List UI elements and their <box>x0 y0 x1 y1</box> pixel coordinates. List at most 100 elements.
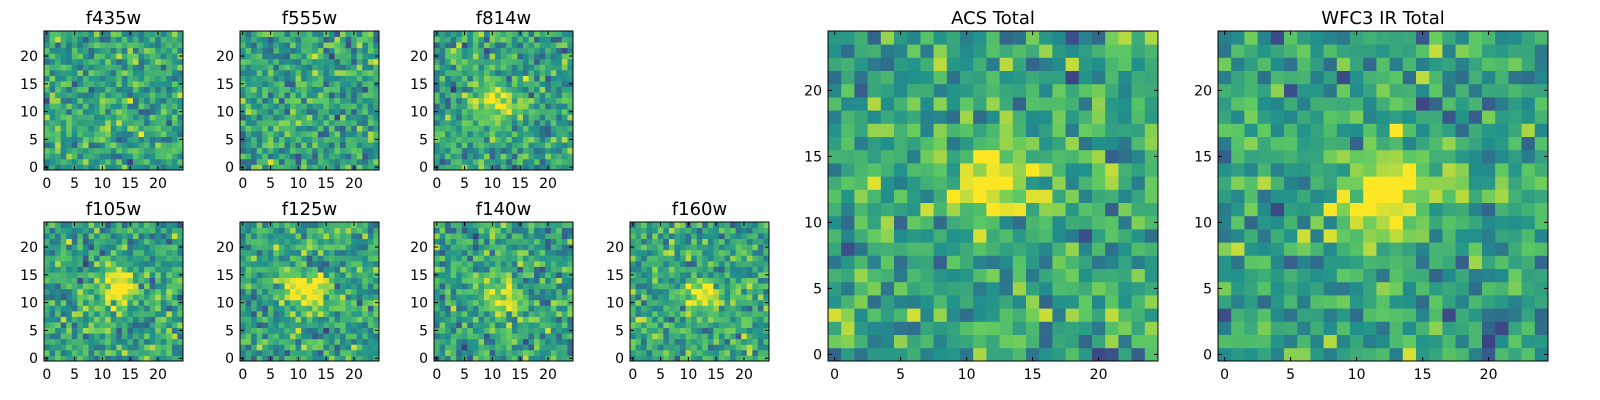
heatmap-cell <box>110 53 117 60</box>
heatmap-cell <box>306 64 313 71</box>
heatmap-cell <box>880 215 895 230</box>
heatmap-cell <box>1131 242 1146 256</box>
heatmap-cell <box>138 164 145 171</box>
heatmap-cell <box>556 86 563 93</box>
heatmap-cell <box>82 42 89 49</box>
heatmap-cell <box>328 136 335 143</box>
heatmap-cell <box>367 322 374 329</box>
heatmap-cell <box>472 272 479 278</box>
heatmap-cell <box>345 305 352 312</box>
heatmap-cell <box>267 108 274 115</box>
heatmap-cell <box>657 305 664 312</box>
heatmap-cell <box>373 125 380 132</box>
heatmap-cell <box>110 92 117 99</box>
heatmap-cell <box>166 47 173 54</box>
heatmap-cell <box>999 229 1014 243</box>
heatmap-cell <box>506 338 513 345</box>
heatmap-cell <box>295 147 302 154</box>
heatmap-cell <box>495 355 502 362</box>
heatmap-cell <box>456 53 463 60</box>
heatmap-cell <box>1039 308 1053 322</box>
heatmap-cell <box>155 142 162 149</box>
heatmap-cell <box>245 36 252 43</box>
heatmap-cell <box>1052 255 1066 269</box>
heatmap-cell <box>668 255 675 262</box>
heatmap-cell <box>312 272 319 278</box>
heatmap-cell <box>450 349 457 356</box>
heatmap-cell <box>121 69 128 76</box>
heatmap-cell <box>290 53 296 60</box>
heatmap-cell <box>82 238 89 245</box>
heatmap-cell <box>556 222 563 228</box>
heatmap-cell <box>674 222 681 228</box>
heatmap-cell <box>752 222 759 228</box>
heatmap-cell <box>685 299 692 306</box>
heatmap-cell <box>752 322 759 329</box>
heatmap-cell <box>132 310 139 317</box>
heatmap-cell <box>841 242 855 256</box>
heatmap-cell <box>138 64 145 71</box>
heatmap-cell <box>88 333 95 340</box>
heatmap-cell <box>735 355 742 362</box>
heatmap-cell <box>312 31 319 37</box>
heatmap-cell <box>323 255 330 262</box>
heatmap-cell <box>240 47 246 54</box>
heatmap-cell <box>256 238 263 245</box>
heatmap-cell <box>356 81 363 87</box>
heatmap-cell <box>439 327 446 334</box>
heatmap-cell <box>456 255 463 262</box>
heatmap-cell <box>60 249 67 256</box>
heatmap-cell <box>345 136 352 143</box>
heatmap-cell <box>127 244 134 251</box>
heatmap-cell <box>110 338 117 345</box>
heatmap-cell <box>340 58 347 65</box>
heatmap-cell <box>1105 215 1119 230</box>
heatmap-cell <box>920 295 934 309</box>
heatmap-cell <box>445 69 452 76</box>
heatmap-cell <box>724 322 731 329</box>
heatmap-cell <box>674 327 681 334</box>
heatmap-cell <box>528 244 535 251</box>
heatmap-cell <box>55 283 62 290</box>
heatmap-cell <box>894 255 908 269</box>
heatmap-cell <box>489 272 496 278</box>
heatmap-cell <box>71 294 78 301</box>
heatmap-cell <box>345 42 352 49</box>
heatmap-cell <box>256 305 263 312</box>
heatmap-cell <box>144 47 151 54</box>
heatmap-cell <box>1052 202 1066 217</box>
heatmap-cell <box>478 327 485 334</box>
heatmap-cell <box>267 153 274 160</box>
heatmap-cell <box>528 272 535 278</box>
heatmap-cell <box>933 189 948 203</box>
heatmap-cell <box>439 131 446 138</box>
heatmap-cell <box>262 277 269 284</box>
heatmap-cell <box>49 299 56 306</box>
heatmap-cell <box>434 36 440 43</box>
heatmap-cell <box>467 97 474 104</box>
heatmap-cell <box>278 92 285 99</box>
heatmap-cell <box>301 58 308 65</box>
heatmap-cell <box>66 344 73 351</box>
heatmap-cell <box>177 131 184 138</box>
heatmap-cell <box>450 158 457 165</box>
axes-frame <box>433 221 574 362</box>
heatmap-cell <box>894 176 908 190</box>
heatmap-cell <box>245 131 252 138</box>
heatmap-cell <box>138 338 145 345</box>
heatmap-cell <box>256 31 263 37</box>
heatmap-cell <box>867 202 882 217</box>
heatmap-cell <box>1105 321 1119 335</box>
heatmap-cell <box>472 283 479 290</box>
heatmap-cell <box>707 249 714 256</box>
heatmap-cell <box>317 47 324 54</box>
heatmap-cell <box>707 233 714 240</box>
heatmap-cell <box>256 233 263 240</box>
heatmap-cell <box>1131 202 1146 217</box>
heatmap-cell <box>149 333 156 340</box>
heatmap-cell <box>284 47 291 54</box>
heatmap-cell <box>680 349 686 356</box>
heatmap-cell <box>528 147 535 154</box>
x-tick-label: 5 <box>266 176 275 192</box>
heatmap-cell <box>445 153 452 160</box>
